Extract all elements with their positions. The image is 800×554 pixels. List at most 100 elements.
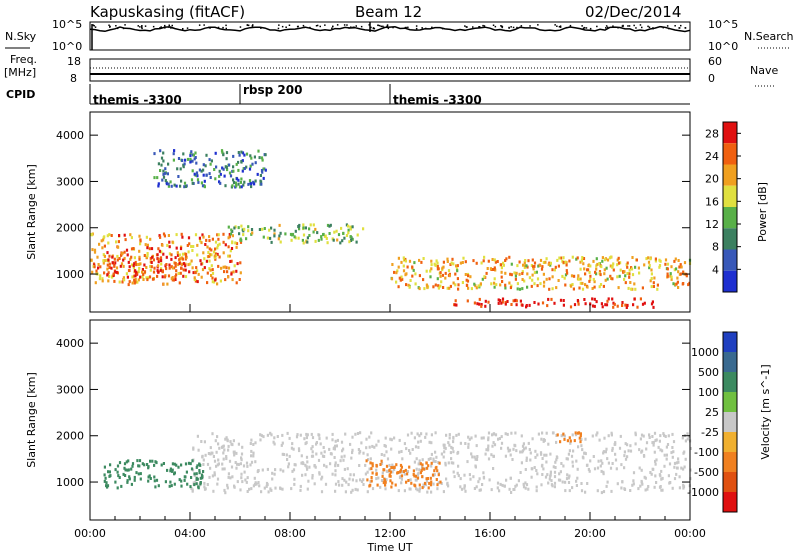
heatmap-cell xyxy=(320,237,323,241)
heatmap-cell xyxy=(509,272,512,276)
colorbar-swatch xyxy=(723,249,737,271)
heatmap-cell xyxy=(286,431,289,435)
heatmap-cell xyxy=(652,281,655,285)
heatmap-cell xyxy=(175,269,178,273)
heatmap-cell xyxy=(629,281,632,284)
heatmap-cell xyxy=(208,172,211,176)
heatmap-cell xyxy=(331,432,334,436)
heatmap-cell xyxy=(400,275,403,279)
nsearch-point xyxy=(92,24,95,26)
heatmap-cell xyxy=(422,484,425,488)
heatmap-cell xyxy=(444,271,447,275)
heatmap-cell xyxy=(132,266,135,270)
heatmap-cell xyxy=(231,278,234,282)
heatmap-cell xyxy=(318,437,321,441)
heatmap-cell xyxy=(157,484,160,488)
heatmap-cell xyxy=(178,281,181,285)
x-tick-label: 00:00 xyxy=(674,527,706,540)
heatmap-cell xyxy=(213,473,216,477)
heatmap-cell xyxy=(564,273,568,277)
heatmap-cell xyxy=(189,485,192,489)
heatmap-cell xyxy=(456,277,459,281)
heatmap-cell xyxy=(444,446,447,450)
freq-tick-high: 18 xyxy=(67,55,81,68)
heatmap-cell xyxy=(501,280,504,283)
heatmap-cell xyxy=(482,436,485,440)
heatmap-cell xyxy=(675,282,678,286)
heatmap-cell xyxy=(312,223,315,227)
heatmap-cell xyxy=(217,442,220,446)
heatmap-cell xyxy=(638,466,641,470)
nsearch-point xyxy=(472,26,474,28)
nsearch-point xyxy=(668,27,670,30)
heatmap-cell xyxy=(381,471,384,475)
heatmap-cell xyxy=(684,457,687,461)
heatmap-cell xyxy=(126,480,129,484)
heatmap-cell xyxy=(649,471,652,474)
heatmap-cell xyxy=(222,167,225,171)
heatmap-cell xyxy=(626,272,629,275)
heatmap-cell xyxy=(187,236,191,240)
heatmap-cell xyxy=(216,482,219,486)
heatmap-cell xyxy=(637,266,640,270)
heatmap-cell xyxy=(299,433,302,437)
heatmap-cell xyxy=(553,475,557,479)
heatmap-cell xyxy=(580,259,584,262)
heatmap-cell xyxy=(126,468,129,472)
heatmap-cell xyxy=(391,463,394,467)
heatmap-cell xyxy=(388,463,391,467)
heatmap-cell xyxy=(216,243,220,247)
heatmap-cell xyxy=(463,473,466,477)
heatmap-cell xyxy=(176,167,179,171)
heatmap-cell xyxy=(160,463,163,467)
heatmap-cell xyxy=(600,491,603,495)
heatmap-cell xyxy=(93,265,96,269)
heatmap-cell xyxy=(555,458,558,462)
heatmap-cell xyxy=(473,282,476,286)
heatmap-cell xyxy=(449,284,452,288)
heatmap-cell xyxy=(418,468,421,472)
heatmap-cell xyxy=(128,477,131,481)
heatmap-cell xyxy=(231,241,234,245)
heatmap-cell xyxy=(389,479,392,483)
heatmap-cell xyxy=(437,461,440,464)
heatmap-cell xyxy=(641,286,644,290)
heatmap-cell xyxy=(205,238,208,242)
heatmap-cell xyxy=(456,471,459,475)
heatmap-cell xyxy=(222,451,225,455)
heatmap-cell xyxy=(499,482,502,486)
heatmap-cell xyxy=(231,475,234,479)
heatmap-cell xyxy=(196,434,199,438)
heatmap-cell xyxy=(216,252,219,256)
heatmap-cell xyxy=(565,263,568,267)
heatmap-cell xyxy=(245,152,249,156)
heatmap-cell xyxy=(605,303,609,307)
heatmap-cell xyxy=(116,271,119,275)
heatmap-cell xyxy=(522,482,525,486)
heatmap-cell xyxy=(250,487,253,491)
heatmap-cell xyxy=(236,262,239,266)
nsearch-point xyxy=(380,25,382,28)
nsearch-point xyxy=(373,27,376,30)
heatmap-cell xyxy=(324,234,327,238)
heatmap-cell xyxy=(262,176,265,180)
nsearch-point xyxy=(171,27,174,29)
heatmap-cell xyxy=(225,457,228,461)
heatmap-cell xyxy=(227,245,230,249)
heatmap-cell xyxy=(237,178,240,182)
heatmap-cell xyxy=(383,444,386,447)
heatmap-cell xyxy=(200,169,203,173)
heatmap-cell xyxy=(217,237,220,241)
heatmap-cell xyxy=(576,299,579,302)
heatmap-cell xyxy=(106,234,109,238)
heatmap-cell xyxy=(604,303,607,307)
heatmap-cell xyxy=(218,180,221,184)
heatmap-cell xyxy=(437,473,440,477)
heatmap-cell xyxy=(227,266,231,270)
heatmap-cell xyxy=(306,236,309,240)
heatmap-cell xyxy=(493,258,496,262)
heatmap-cell xyxy=(444,461,447,465)
heatmap-cell xyxy=(203,179,206,183)
nsearch-point xyxy=(633,24,635,27)
heatmap-cell xyxy=(306,240,309,244)
